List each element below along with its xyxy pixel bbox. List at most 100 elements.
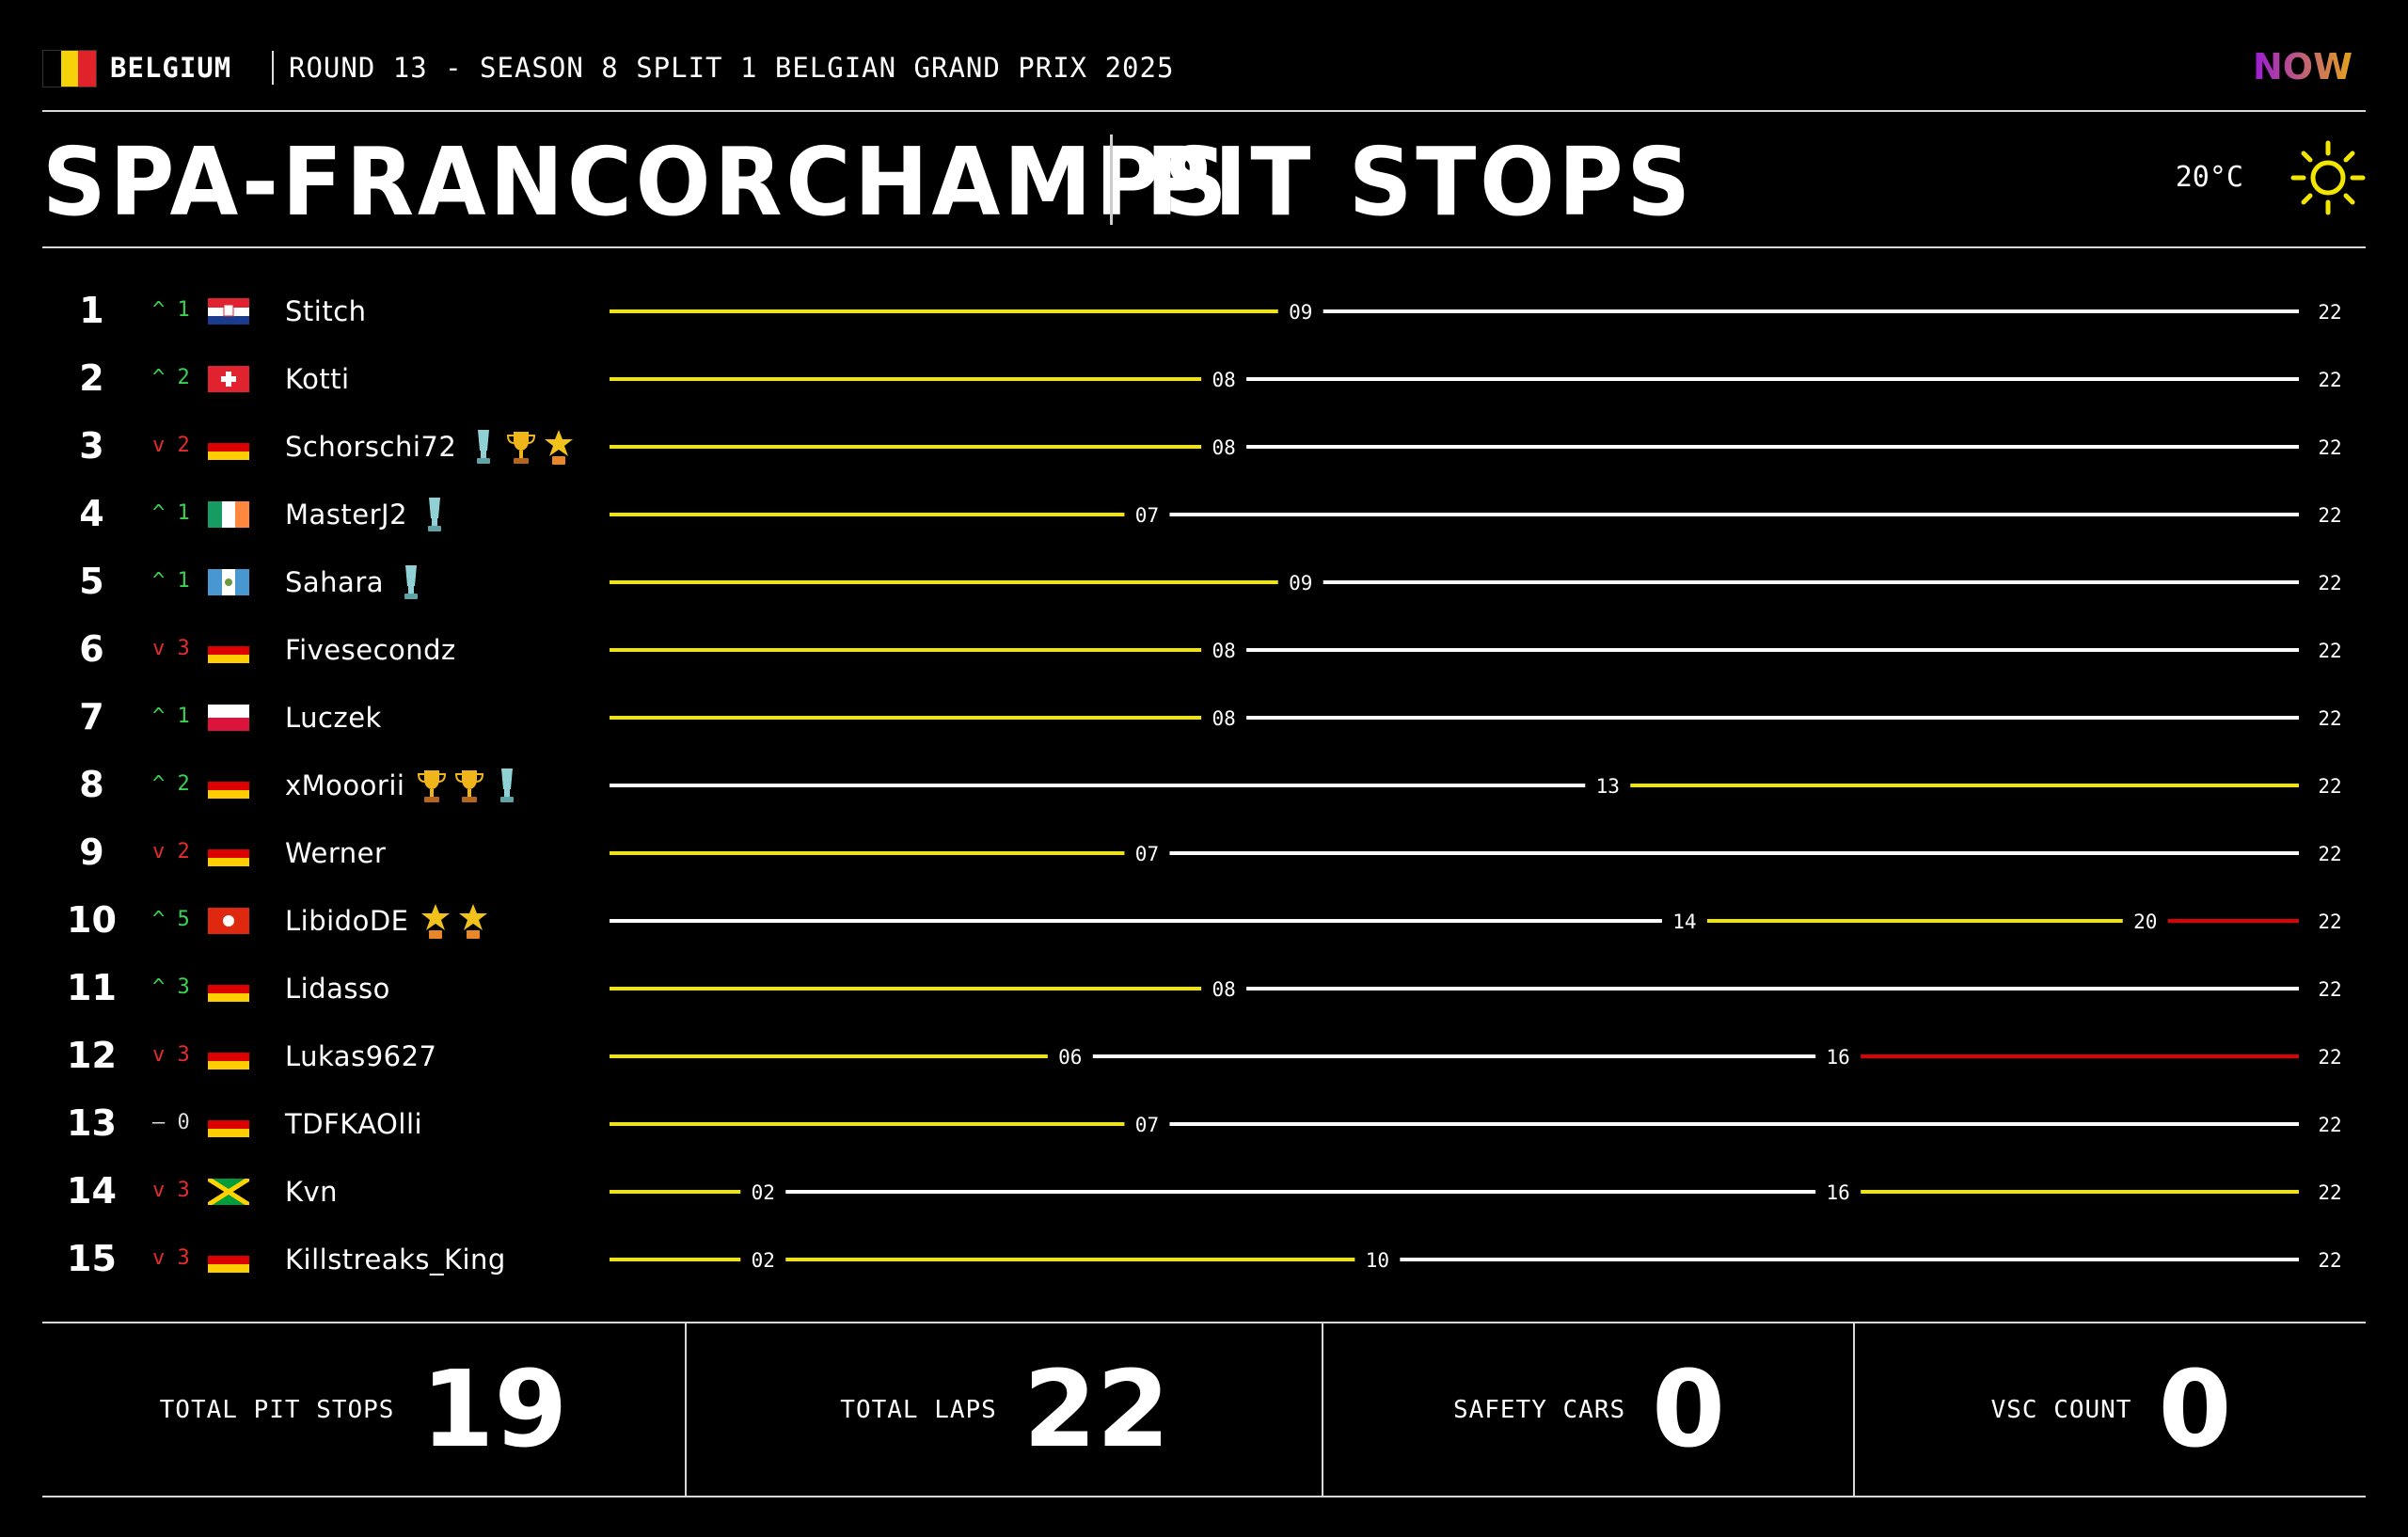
pit-lap-label: 08 bbox=[1212, 369, 1235, 391]
position-number: 7 bbox=[79, 696, 104, 737]
position-number: 13 bbox=[67, 1102, 117, 1144]
driver-name: Sahara bbox=[285, 566, 385, 598]
temperature: 20°C bbox=[2175, 161, 2243, 194]
title-row: SPA-FRANCORCHAMPS PIT STOPS 20°C bbox=[42, 112, 2366, 248]
round-info: ROUND 13 - SEASON 8 SPLIT 1 BELGIAN GRAN… bbox=[289, 52, 1175, 84]
pit-lap-label: 08 bbox=[1212, 436, 1235, 459]
tyre-strategy-line: 09 22 bbox=[610, 572, 2342, 594]
flag-hk-icon bbox=[208, 908, 249, 934]
star-trophy-icon bbox=[545, 430, 574, 465]
pit-lap-label: 08 bbox=[1212, 978, 1235, 1001]
stats-bar: TOTAL PIT STOPS 19 TOTAL LAPS 22 SAFETY … bbox=[42, 1322, 2366, 1497]
position-change: ^ 1 bbox=[152, 569, 190, 593]
driver-name: Lidasso bbox=[285, 973, 390, 1005]
driver-name: Schorschi72 bbox=[285, 431, 457, 463]
final-lap-label: 22 bbox=[2318, 707, 2341, 730]
pit-lap-label: 20 bbox=[2133, 911, 2157, 933]
driver-name: TDFKAOlli bbox=[285, 1108, 423, 1140]
position-number: 11 bbox=[67, 967, 117, 1008]
driver-row: 08 22 6 v 3 Fivesecondz bbox=[0, 616, 2408, 684]
driver-name: Killstreaks_King bbox=[285, 1244, 506, 1276]
tyre-strategy-line: 08 22 bbox=[610, 978, 2342, 1001]
title-divider bbox=[1110, 135, 1113, 225]
silver-trophy-icon bbox=[404, 565, 419, 599]
final-lap-label: 22 bbox=[2318, 775, 2341, 798]
position-change: v 2 bbox=[152, 840, 190, 864]
stat-label: TOTAL PIT STOPS bbox=[159, 1395, 395, 1424]
final-lap-label: 22 bbox=[2318, 640, 2341, 662]
track-title: SPA-FRANCORCHAMPS bbox=[42, 127, 1231, 237]
trophy-list bbox=[419, 494, 451, 535]
tyre-strategy-line: 02 10 22 bbox=[610, 1249, 2342, 1272]
tyre-strategy-line: 08 22 bbox=[610, 436, 2342, 459]
silver-trophy-icon bbox=[428, 498, 442, 531]
position-change: v 3 bbox=[152, 637, 190, 660]
position-change: ^ 1 bbox=[152, 705, 190, 728]
stat-total-laps: TOTAL LAPS 22 bbox=[685, 1323, 1323, 1496]
stat-label: SAFETY CARS bbox=[1452, 1395, 1626, 1424]
pit-lap-label: 09 bbox=[1289, 301, 1312, 324]
silver-trophy-icon bbox=[477, 430, 491, 464]
driver-row: 08 22 2 ^ 2 Kotti bbox=[0, 345, 2408, 413]
stat-total-pit-stops: TOTAL PIT STOPS 19 bbox=[42, 1323, 685, 1496]
pit-lap-label: 08 bbox=[1212, 640, 1235, 662]
trophy-list bbox=[395, 562, 427, 603]
position-change: ^ 1 bbox=[152, 501, 190, 525]
final-lap-label: 22 bbox=[2318, 1114, 2341, 1136]
flag-hr-icon bbox=[208, 298, 249, 325]
position-number: 9 bbox=[79, 832, 104, 873]
position-number: 3 bbox=[79, 425, 104, 467]
driver-row: 02 16 22 14 v 3 Kvn bbox=[0, 1158, 2408, 1226]
pit-lap-label: 16 bbox=[1827, 1181, 1850, 1204]
position-change: – 0 bbox=[152, 1111, 190, 1134]
pit-lap-label: 07 bbox=[1135, 1114, 1159, 1136]
pit-lap-label: 07 bbox=[1135, 843, 1159, 865]
position-number: 6 bbox=[79, 628, 104, 670]
silver-trophy-icon bbox=[500, 768, 515, 802]
flag-de-icon bbox=[208, 637, 249, 663]
position-change: v 3 bbox=[152, 1179, 190, 1202]
driver-row: 13 22 8 ^ 2 xMooorii bbox=[0, 752, 2408, 819]
flag-de-icon bbox=[208, 434, 249, 460]
header-divider bbox=[272, 51, 274, 85]
final-lap-label: 22 bbox=[2318, 504, 2341, 527]
final-lap-label: 22 bbox=[2318, 436, 2341, 459]
driver-row: 06 16 22 12 v 3 Lukas9627 bbox=[0, 1022, 2408, 1090]
tyre-strategy-line: 13 22 bbox=[610, 775, 2342, 798]
driver-row: 14 20 22 10 ^ 5 LibidoDE bbox=[0, 887, 2408, 955]
tyre-strategy-line: 08 22 bbox=[610, 707, 2342, 730]
driver-name: Stitch bbox=[285, 295, 367, 327]
pit-lap-label: 02 bbox=[752, 1249, 775, 1272]
final-lap-label: 22 bbox=[2318, 301, 2341, 324]
position-number: 10 bbox=[67, 899, 117, 941]
stat-value: 22 bbox=[1022, 1348, 1170, 1471]
gold-trophy-icon bbox=[418, 770, 447, 802]
flag-de-icon bbox=[208, 840, 249, 866]
stat-vsc-count: VSC COUNT 0 bbox=[1853, 1323, 2368, 1496]
flag-de-icon bbox=[208, 1246, 249, 1273]
flag-jm-icon bbox=[208, 1179, 249, 1205]
position-number: 15 bbox=[67, 1238, 117, 1279]
driver-row: 02 10 22 15 v 3 Killstreaks_King bbox=[0, 1226, 2408, 1293]
driver-name: Kvn bbox=[285, 1176, 339, 1208]
stat-label: TOTAL LAPS bbox=[840, 1395, 997, 1424]
driver-name: Lukas9627 bbox=[285, 1040, 437, 1072]
belgium-flag bbox=[42, 50, 97, 87]
country-label: BELGIUM bbox=[110, 52, 232, 84]
pit-lap-label: 14 bbox=[1672, 911, 1696, 933]
driver-row: 07 22 13 – 0 TDFKAOlli bbox=[0, 1090, 2408, 1158]
driver-row: 08 22 3 v 2 Schorschi72 bbox=[0, 413, 2408, 481]
pit-lap-label: 07 bbox=[1135, 504, 1159, 527]
tyre-strategy-line: 07 22 bbox=[610, 843, 2342, 865]
trophy-list bbox=[467, 426, 575, 467]
position-change: ^ 2 bbox=[152, 366, 190, 389]
brand-logo: NOW bbox=[2253, 46, 2353, 87]
driver-row: 08 22 7 ^ 1 Luczek bbox=[0, 684, 2408, 752]
final-lap-label: 22 bbox=[2318, 1249, 2341, 1272]
final-lap-label: 22 bbox=[2318, 1046, 2341, 1069]
pit-lap-label: 09 bbox=[1289, 572, 1312, 594]
flag-ie-icon bbox=[208, 501, 249, 528]
flag-gt-icon bbox=[208, 569, 249, 595]
driver-name: Luczek bbox=[285, 702, 382, 734]
pit-lap-label: 16 bbox=[1827, 1046, 1850, 1069]
